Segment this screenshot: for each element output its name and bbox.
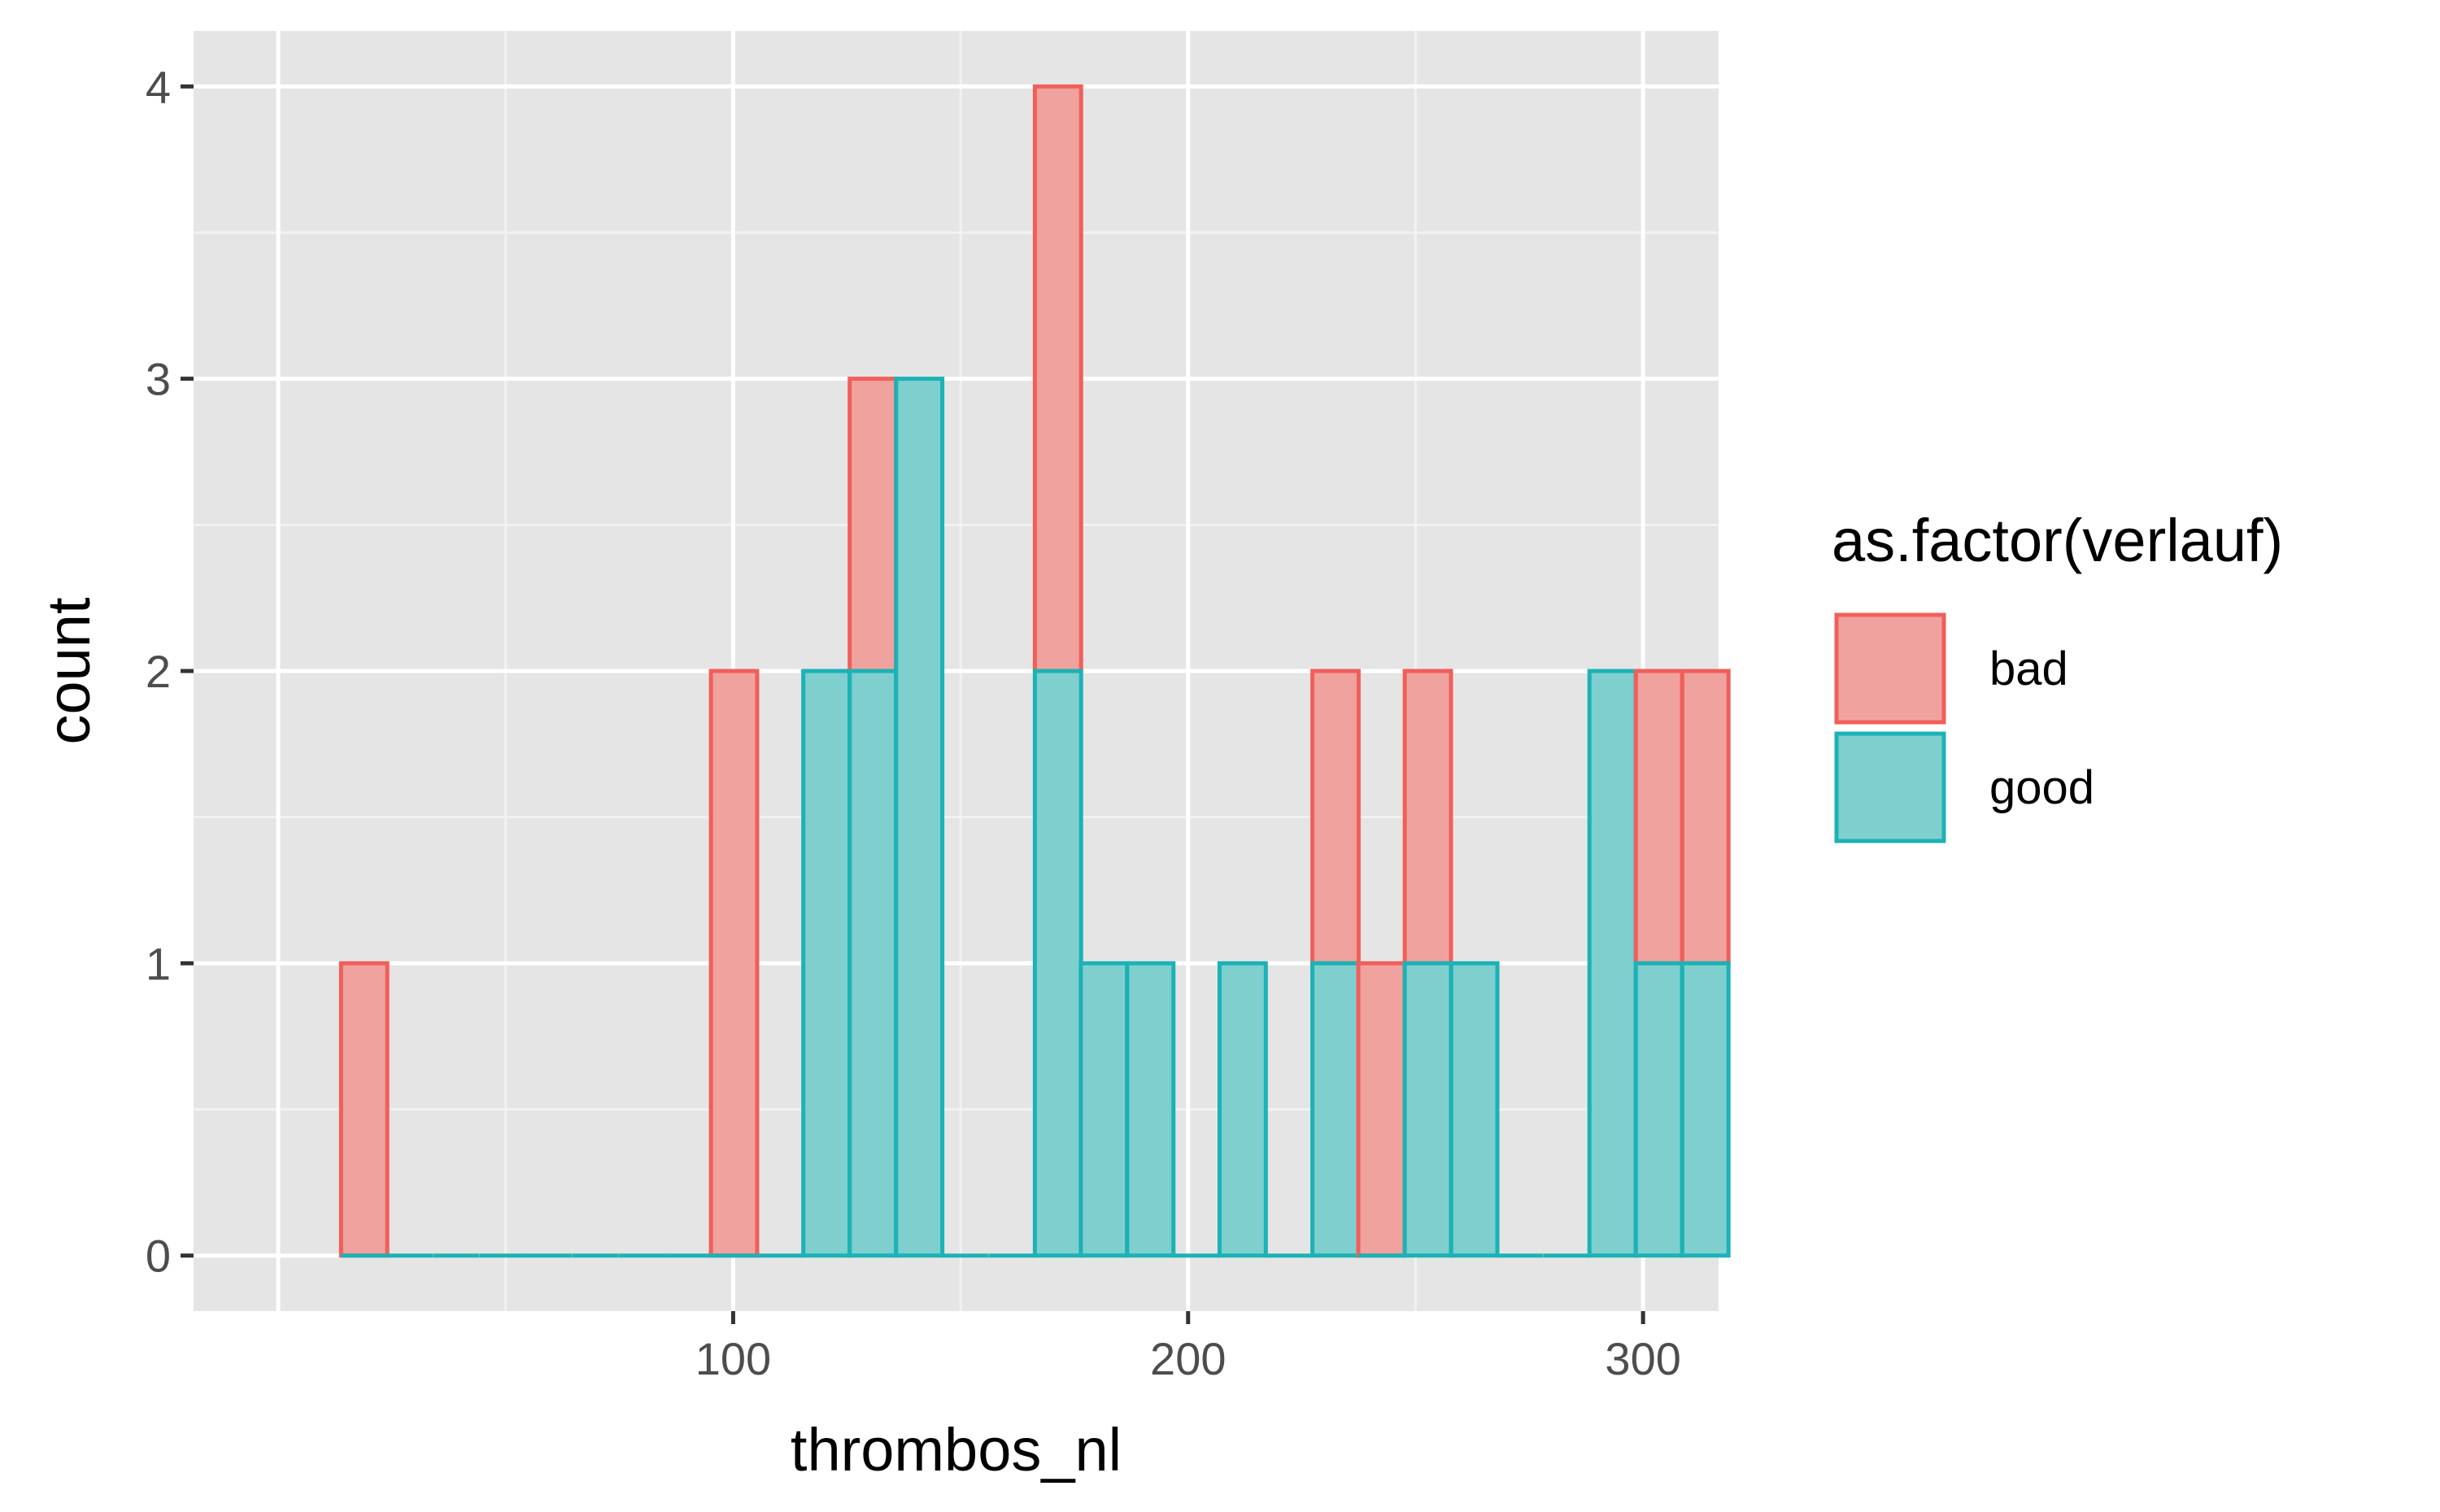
x-tick-label: 200 xyxy=(1150,1333,1226,1384)
bar-good xyxy=(1032,669,1083,1258)
legend-title: as.factor(verlauf) xyxy=(1832,507,2283,574)
y-tick-label: 3 xyxy=(146,354,171,405)
y-tick-label: 0 xyxy=(146,1231,171,1282)
x-tick-label: 300 xyxy=(1605,1333,1680,1384)
x-axis-title: thrombos_nl xyxy=(791,1416,1122,1484)
bar-bad xyxy=(1680,669,1731,965)
bar-bad xyxy=(338,961,390,1258)
legend-label-good: good xyxy=(1989,761,2094,814)
x-tick-label: 100 xyxy=(695,1333,771,1384)
bar-good xyxy=(1633,961,1684,1258)
y-tick-label: 2 xyxy=(146,646,171,697)
bar-good xyxy=(1125,961,1176,1258)
y-axis: 0 1 2 3 4 xyxy=(146,61,194,1282)
legend: as.factor(verlauf) bad good xyxy=(1832,507,2283,843)
bar-good xyxy=(894,377,945,1258)
bar-good xyxy=(1078,961,1130,1258)
bar-bad xyxy=(1032,84,1083,673)
histogram-bars xyxy=(338,84,1731,1258)
y-tick-label: 1 xyxy=(146,938,171,989)
bar-bad xyxy=(1633,669,1684,965)
bar-good xyxy=(847,669,899,1258)
bar-good xyxy=(1587,669,1638,1258)
bar-bad xyxy=(1402,669,1453,965)
y-tick-label: 4 xyxy=(146,61,171,112)
bar-bad xyxy=(1356,961,1407,1258)
legend-key-good xyxy=(1834,731,1946,843)
y-axis-title: count xyxy=(35,597,102,744)
bar-good xyxy=(1449,961,1500,1258)
bar-good xyxy=(1310,961,1361,1258)
legend-key-bad xyxy=(1834,612,1946,725)
bar-good xyxy=(1680,961,1731,1258)
bar-good xyxy=(801,669,852,1258)
bar-good xyxy=(1402,961,1453,1258)
legend-label-bad: bad xyxy=(1989,643,2068,695)
bar-bad xyxy=(708,669,760,1258)
bar-bad xyxy=(847,377,899,673)
bar-bad xyxy=(1310,669,1361,965)
bar-good xyxy=(1217,961,1268,1258)
x-axis: 100 200 300 xyxy=(695,1311,1681,1384)
